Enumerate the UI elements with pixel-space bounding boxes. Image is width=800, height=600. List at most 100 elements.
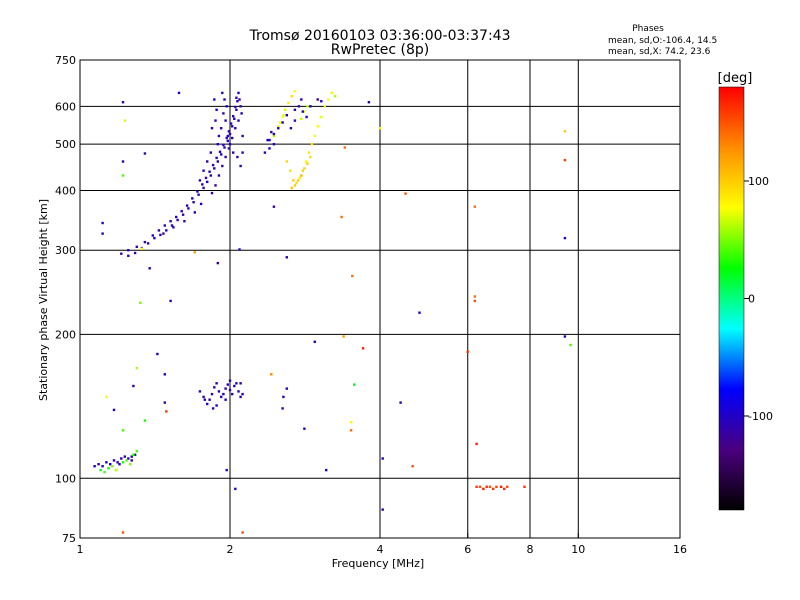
y-tick-label: 500 (55, 138, 76, 151)
data-point (293, 184, 297, 187)
data-point (109, 463, 112, 466)
data-point (170, 224, 174, 227)
data-point (103, 470, 106, 474)
data-point (215, 404, 218, 407)
data-point (241, 531, 244, 534)
data-point (285, 387, 288, 390)
data-point (165, 229, 168, 232)
data-point (121, 531, 125, 534)
data-point (296, 179, 300, 182)
data-point (234, 105, 237, 109)
data-point (304, 160, 308, 163)
data-point (97, 463, 100, 466)
data-point (281, 121, 284, 124)
data-point (241, 134, 244, 138)
y-tick-label: 400 (55, 184, 76, 197)
data-point (125, 459, 128, 462)
data-point (99, 468, 102, 472)
y-tick-label: 75 (62, 532, 76, 545)
data-point (143, 152, 147, 155)
colorbar (718, 86, 745, 511)
data-point (381, 508, 384, 511)
data-point (300, 117, 303, 120)
y-tick-label: 600 (55, 100, 76, 113)
data-point (110, 465, 114, 468)
data-point (162, 232, 165, 235)
data-point (143, 419, 147, 422)
data-point (223, 146, 226, 149)
y-tick-label: 200 (55, 328, 76, 341)
data-point (224, 387, 227, 390)
data-point (316, 98, 319, 101)
data-point (272, 134, 276, 138)
data-point (143, 240, 147, 244)
data-point (278, 121, 282, 124)
data-point (228, 388, 232, 392)
data-point (303, 167, 306, 170)
data-point (272, 205, 276, 208)
data-point (485, 485, 488, 488)
data-point (148, 267, 151, 270)
data-point (285, 160, 288, 163)
data-point (488, 485, 492, 488)
data-point (105, 461, 108, 464)
data-point (210, 127, 214, 130)
data-point (307, 151, 311, 154)
data-point (475, 485, 478, 488)
data-point (225, 468, 228, 472)
data-point (233, 117, 236, 120)
data-point (239, 382, 242, 385)
data-point (343, 146, 346, 149)
data-point (221, 91, 224, 95)
data-point (130, 459, 133, 462)
data-point (287, 101, 290, 105)
data-point (146, 242, 150, 245)
data-point (214, 184, 217, 187)
data-point (210, 191, 214, 195)
data-point (231, 136, 234, 140)
data-points (93, 90, 572, 534)
data-point (237, 91, 240, 95)
data-point (303, 110, 306, 113)
data-point (313, 134, 316, 138)
data-point (112, 408, 116, 412)
data-point (217, 390, 221, 393)
colorbar-ticks: 100 0 -100 (744, 175, 773, 423)
data-point (135, 366, 138, 370)
data-point (292, 179, 295, 182)
data-point (197, 193, 200, 196)
data-point (228, 143, 232, 146)
data-point (169, 299, 172, 303)
data-point (330, 91, 333, 95)
data-point (213, 386, 216, 389)
data-point (342, 335, 345, 338)
data-point (234, 487, 237, 491)
data-point (93, 465, 96, 468)
data-point (263, 151, 267, 154)
y-tick-label: 750 (55, 54, 76, 67)
data-point (235, 108, 238, 111)
data-point (289, 127, 293, 130)
data-point (232, 151, 235, 154)
x-tick-label: 16 (673, 543, 687, 556)
data-point (226, 139, 229, 143)
data-point (306, 105, 309, 108)
data-point (234, 127, 237, 130)
data-point (199, 202, 203, 206)
data-point (563, 130, 567, 133)
data-point (290, 186, 293, 190)
data-point (116, 461, 119, 464)
colorbar-tick-label: -100 (748, 410, 773, 423)
data-point (218, 150, 222, 153)
data-point (563, 158, 567, 162)
phases-heading: Phases (632, 24, 664, 34)
data-point (473, 295, 476, 298)
data-point (105, 395, 108, 399)
data-point (288, 169, 292, 172)
data-point (295, 181, 298, 185)
phases-o-stats: mean, sd,O:-106.4, 14.5 (608, 36, 717, 46)
data-point (233, 384, 236, 388)
data-point (399, 401, 402, 404)
data-point (466, 350, 469, 353)
